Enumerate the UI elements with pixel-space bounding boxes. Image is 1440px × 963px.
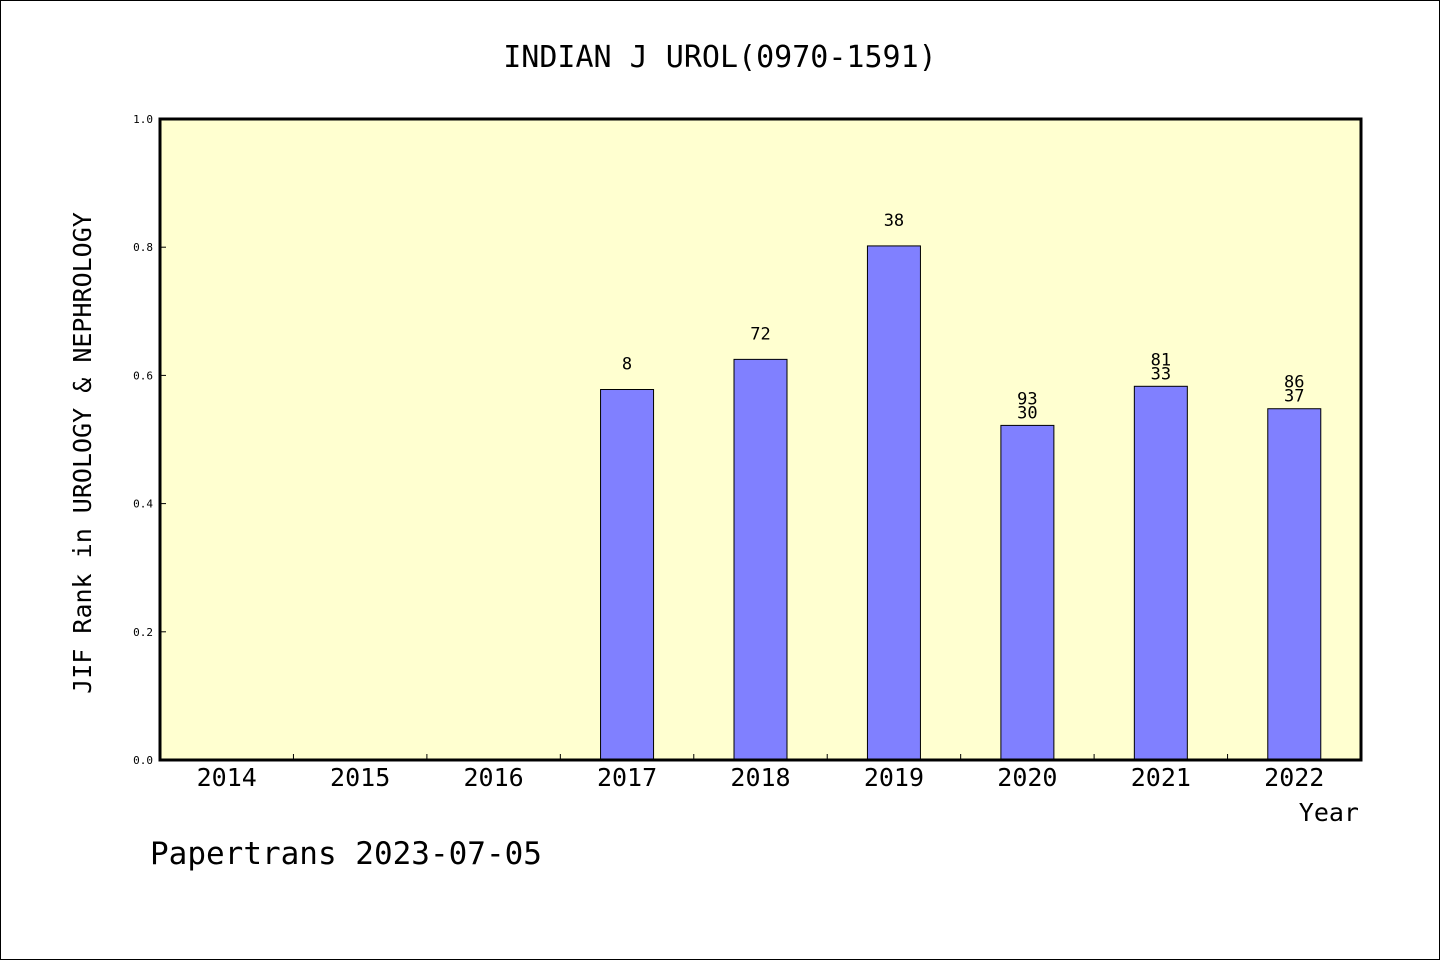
y-tick-label: 0.0 xyxy=(133,754,153,767)
y-tick-label: 0.4 xyxy=(133,498,153,511)
x-tick-label: 2014 xyxy=(197,763,257,792)
chart-title: INDIAN J UROL(0970-1591) xyxy=(503,40,936,75)
bar-2019 xyxy=(866,245,921,761)
bar-value-label: 30 xyxy=(1017,403,1037,423)
bar-value-label: 72 xyxy=(750,324,770,344)
y-tick-label: 0.6 xyxy=(133,369,153,382)
y-tick-label: 0.2 xyxy=(133,626,153,639)
x-tick-label: 2021 xyxy=(1131,763,1191,792)
bar-value-label: 86 xyxy=(1284,373,1304,393)
plot-border xyxy=(158,117,1363,762)
x-tick-label: 2020 xyxy=(997,763,1057,792)
footer-credit: Papertrans 2023-07-05 xyxy=(150,836,542,872)
x-tick-label: 2017 xyxy=(597,763,657,792)
y-axis-label: JIF Rank in UROLOGY & NEPHROLOGY xyxy=(68,212,97,694)
x-tick-label: 2018 xyxy=(730,763,790,792)
bar-value-label: 81 xyxy=(1151,350,1171,370)
y-axis: 0.0 0.2 0.4 0.6 0.8 1.0 xyxy=(133,113,166,767)
x-axis-label: Year xyxy=(1299,798,1359,827)
bar-series xyxy=(600,245,1322,761)
bar-value-label: 8 xyxy=(622,355,632,375)
y-tick-label: 1.0 xyxy=(133,113,153,126)
x-axis: 2014 2015 2016 2017 2018 2019 2020 2021 2022 xyxy=(197,754,1324,792)
x-tick-label: 2015 xyxy=(330,763,390,792)
bar-value-label: 93 xyxy=(1017,389,1037,409)
bar-value-label: 33 xyxy=(1151,364,1171,384)
bar-2018 xyxy=(733,358,788,761)
x-tick-label: 2022 xyxy=(1264,763,1324,792)
x-tick-label: 2016 xyxy=(464,763,524,792)
bar-2022 xyxy=(1267,408,1322,761)
bar-value-label: 37 xyxy=(1284,387,1304,407)
bar-2017 xyxy=(600,389,655,761)
y-tick-label: 0.8 xyxy=(133,241,153,254)
bar-2021 xyxy=(1133,385,1188,761)
bar-2020 xyxy=(1000,424,1055,761)
bar-value-label: 38 xyxy=(884,211,904,231)
x-tick-label: 2019 xyxy=(864,763,924,792)
